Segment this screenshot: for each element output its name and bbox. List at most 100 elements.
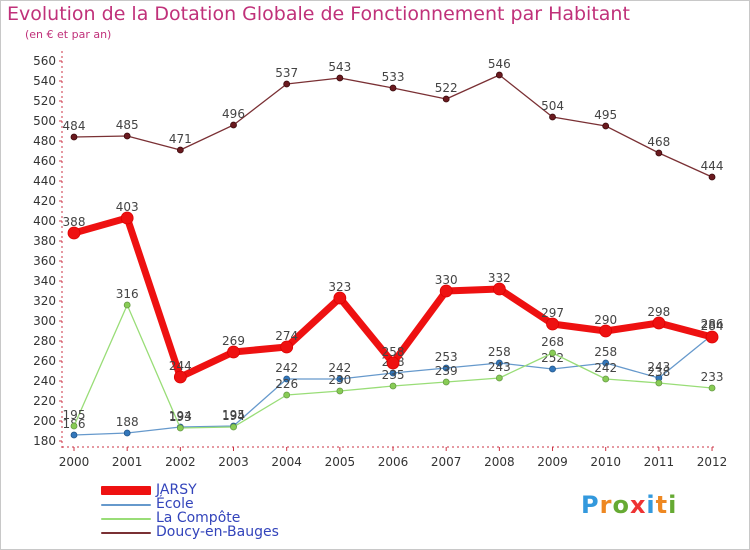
data-label-la-compote: 242	[594, 361, 617, 375]
data-point-doucy-en-bauges	[442, 95, 450, 103]
legend-label-ecole: École	[156, 496, 194, 512]
data-label-jarsy: 298	[647, 305, 670, 319]
data-label-ecole: 243	[647, 360, 670, 374]
legend-swatch-doucy-en-bauges	[101, 532, 151, 534]
y-tick-label: 340	[33, 274, 56, 288]
x-tick-label: 2000	[59, 455, 90, 469]
x-tick-label: 2009	[537, 455, 568, 469]
data-point-ecole	[389, 369, 397, 377]
data-label-jarsy: 323	[328, 280, 351, 294]
data-label-la-compote: 230	[328, 373, 351, 387]
data-point-jarsy	[439, 284, 453, 298]
data-point-jarsy	[386, 356, 400, 370]
chart-subtitle: (en € et par an)	[25, 28, 112, 41]
data-point-la-compote	[549, 349, 556, 357]
data-label-jarsy: 284	[701, 319, 724, 333]
data-label-doucy-en-bauges: 543	[328, 60, 351, 74]
y-tick-label: 520	[33, 94, 56, 108]
data-point-jarsy	[652, 316, 666, 330]
y-tick-label: 320	[33, 294, 56, 308]
data-label-jarsy: 244	[169, 359, 192, 373]
data-point-ecole	[602, 359, 610, 367]
y-tick-label: 480	[33, 134, 56, 148]
data-point-doucy-en-bauges	[70, 133, 78, 141]
data-point-doucy-en-bauges	[549, 113, 556, 121]
data-point-ecole	[549, 365, 556, 373]
y-tick-label: 280	[33, 334, 56, 348]
data-label-ecole: 242	[328, 361, 351, 375]
data-point-doucy-en-bauges	[655, 149, 663, 157]
data-label-doucy-en-bauges: 444	[701, 159, 724, 173]
data-label-la-compote: 238	[647, 365, 670, 379]
data-label-doucy-en-bauges: 496	[222, 107, 245, 121]
proxiti-logo: Proxiti	[581, 491, 677, 519]
data-label-la-compote: 239	[435, 364, 458, 378]
x-tick-label: 2012	[697, 455, 728, 469]
data-point-la-compote	[495, 374, 503, 382]
data-label-ecole: 188	[116, 415, 139, 429]
y-tick-label: 200	[33, 414, 56, 428]
data-point-la-compote	[389, 382, 397, 390]
data-label-jarsy: 330	[435, 273, 458, 287]
data-point-la-compote	[708, 384, 716, 392]
legend-item-jarsy: JARSY	[101, 482, 341, 498]
logo-letter: i	[668, 491, 678, 519]
data-label-doucy-en-bauges: 522	[435, 81, 458, 95]
data-label-ecole: 252	[541, 351, 564, 365]
data-label-doucy-en-bauges: 504	[541, 99, 564, 113]
logo-letter: o	[612, 491, 630, 519]
data-label-la-compote: 193	[169, 410, 192, 424]
y-tick-label: 220	[33, 394, 56, 408]
data-point-jarsy	[705, 330, 719, 344]
data-point-la-compote	[176, 424, 184, 432]
x-tick-label: 2011	[644, 455, 675, 469]
data-point-jarsy	[280, 340, 294, 354]
data-point-jarsy	[599, 324, 613, 338]
x-tick-label: 2002	[165, 455, 196, 469]
data-label-la-compote: 226	[275, 377, 298, 391]
data-point-la-compote	[336, 387, 344, 395]
data-point-la-compote	[70, 422, 78, 430]
y-tick-label: 240	[33, 374, 56, 388]
data-label-jarsy: 258	[382, 345, 405, 359]
data-label-la-compote: 235	[382, 368, 405, 382]
y-tick-label: 500	[33, 114, 56, 128]
data-point-doucy-en-bauges	[283, 80, 291, 88]
data-label-la-compote: 316	[116, 287, 139, 301]
data-point-jarsy	[546, 317, 559, 331]
x-tick-label: 2001	[112, 455, 143, 469]
data-label-jarsy: 332	[488, 271, 511, 285]
logo-letter: r	[599, 491, 613, 519]
data-point-la-compote	[230, 423, 237, 431]
data-label-la-compote: 195	[63, 408, 86, 422]
data-point-jarsy	[173, 370, 187, 384]
data-point-la-compote	[283, 391, 291, 399]
chart-title: Evolution de la Dotation Globale de Fonc…	[7, 3, 630, 25]
data-point-jarsy	[227, 345, 240, 359]
legend-item-la-compote: La Compôte	[101, 510, 341, 526]
data-label-jarsy: 290	[594, 313, 617, 327]
x-tick-label: 2004	[271, 455, 302, 469]
legend-label-doucy-en-bauges: Doucy-en-Bauges	[156, 524, 279, 540]
data-label-ecole: 253	[435, 350, 458, 364]
y-tick-label: 180	[33, 434, 56, 448]
y-tick-label: 300	[33, 314, 56, 328]
data-label-la-compote: 194	[222, 409, 245, 423]
data-label-doucy-en-bauges: 471	[169, 132, 192, 146]
data-point-jarsy	[120, 211, 134, 225]
x-tick-label: 2010	[590, 455, 621, 469]
data-label-jarsy: 269	[222, 334, 245, 348]
data-label-ecole: 258	[488, 345, 511, 359]
data-label-jarsy: 297	[541, 306, 564, 320]
x-tick-label: 2003	[218, 455, 249, 469]
y-tick-label: 360	[33, 254, 56, 268]
data-label-jarsy: 274	[275, 329, 298, 343]
data-point-doucy-en-bauges	[602, 122, 610, 130]
y-tick-label: 440	[33, 174, 56, 188]
data-point-doucy-en-bauges	[389, 84, 397, 92]
data-point-jarsy	[333, 291, 347, 305]
y-tick-label: 400	[33, 214, 56, 228]
y-tick-label: 460	[33, 154, 56, 168]
